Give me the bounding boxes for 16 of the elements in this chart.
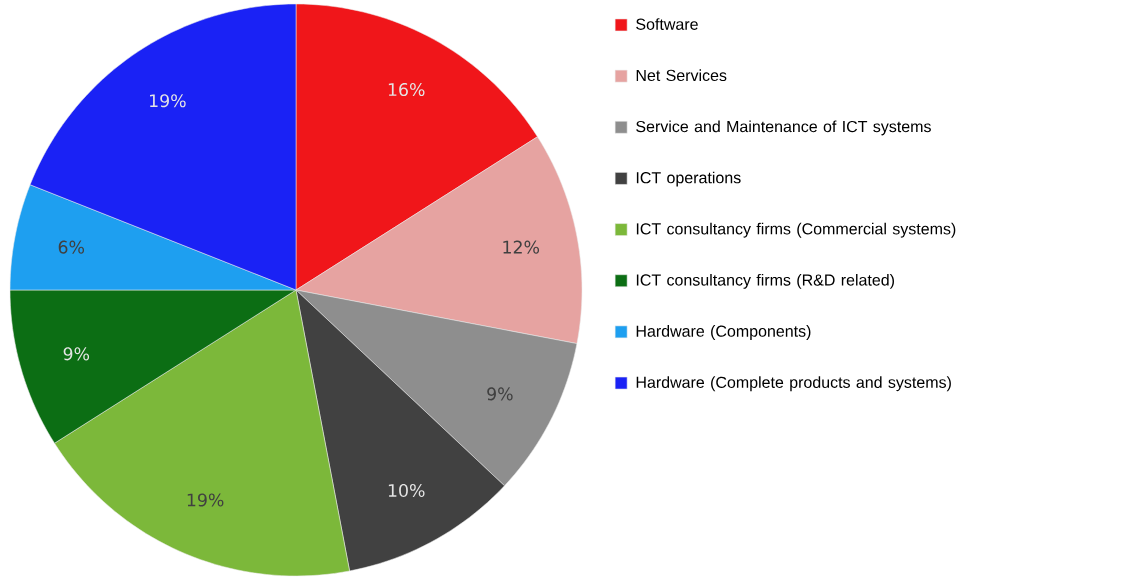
data-label: 10%	[388, 483, 425, 498]
legend-label: Net Services	[636, 69, 727, 82]
legend-label: ICT operations	[636, 171, 741, 187]
data-label: 12%	[503, 240, 540, 254]
legend-label: Software	[636, 18, 698, 30]
legend-label: ICT consultancy firms (R&D related)	[636, 273, 894, 289]
data-label: 9%	[487, 387, 513, 401]
legend-label: ICT consultancy firms (Commercial systems)	[636, 222, 956, 238]
legend-label: Hardware (Complete products and systems)	[636, 376, 951, 392]
data-label: 9%	[63, 347, 90, 361]
data-label: 19%	[150, 94, 186, 108]
data-label: 6%	[58, 240, 85, 254]
legend-label: Service and Maintenance of ICT systems	[636, 120, 931, 136]
data-label: 16%	[388, 82, 425, 97]
legend-label: Hardware (Components)	[636, 325, 811, 340]
data-label: 19%	[187, 493, 224, 507]
